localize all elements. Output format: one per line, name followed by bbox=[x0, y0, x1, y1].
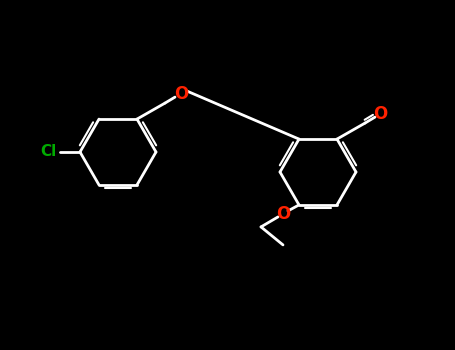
Text: O: O bbox=[276, 205, 290, 223]
Text: O: O bbox=[174, 85, 188, 103]
Text: Cl: Cl bbox=[40, 145, 56, 160]
Text: O: O bbox=[373, 105, 387, 123]
